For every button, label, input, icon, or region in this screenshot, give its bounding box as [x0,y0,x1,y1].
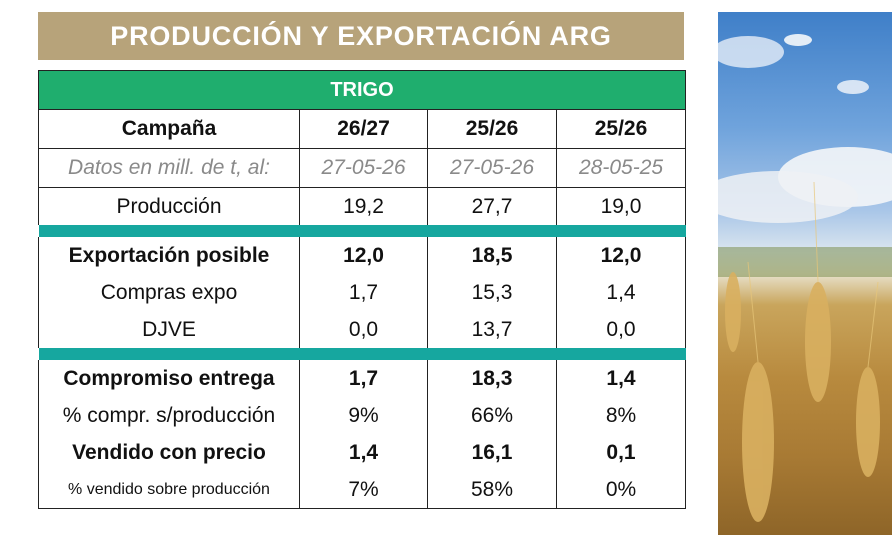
row-label: % compr. s/producción [38,397,300,434]
date-3: 28-05-25 [555,148,687,188]
dates-row: Datos en mill. de t, al: 27-05-26 27-05-… [38,148,687,188]
cell: 13,7 [427,311,557,348]
table-row: Exportación posible 12,0 18,5 12,0 [38,237,687,274]
cell: 1,7 [299,274,428,311]
date-2: 27-05-26 [427,148,557,188]
cell: 19,0 [555,187,687,225]
cell: 8% [555,397,687,434]
cell: 19,2 [299,187,428,225]
wheat-field-photo [718,12,892,535]
cell: 15,3 [427,274,557,311]
table-row: Compromiso entrega 1,7 18,3 1,4 [38,360,687,397]
cell: 16,1 [427,434,557,471]
header-row: Campaña 26/27 25/26 25/26 [38,109,687,149]
cell: 58% [427,471,557,509]
header-label: Campaña [38,109,300,149]
cell: 0,0 [299,311,428,348]
wheat-table: TRIGO Campaña 26/27 25/26 25/26 Datos en… [37,70,687,509]
table-row: Producción 19,2 27,7 19,0 [38,187,687,225]
cell: 1,7 [299,360,428,397]
cell: 12,0 [555,237,687,274]
row-label: DJVE [38,311,300,348]
row-label: Compromiso entrega [38,360,300,397]
cell: 7% [299,471,428,509]
table-row: % compr. s/producción 9% 66% 8% [38,397,687,434]
page-title: PRODUCCIÓN Y EXPORTACIÓN ARG [38,12,684,60]
cell: 9% [299,397,428,434]
cell: 0,1 [555,434,687,471]
table-row: Vendido con precio 1,4 16,1 0,1 [38,434,687,471]
header-campaign-1: 26/27 [299,109,428,149]
row-label: Vendido con precio [38,434,300,471]
dates-label: Datos en mill. de t, al: [38,148,300,188]
table-row: Compras expo 1,7 15,3 1,4 [38,274,687,311]
cell: 1,4 [555,274,687,311]
row-label: Producción [38,187,300,225]
cell: 18,5 [427,237,557,274]
cell: 18,3 [427,360,557,397]
header-campaign-3: 25/26 [555,109,687,149]
row-label: Exportación posible [38,237,300,274]
table-row: % vendido sobre producción 7% 58% 0% [38,471,687,509]
cell: 0% [555,471,687,509]
separator-bar [38,348,686,360]
cell: 1,4 [555,360,687,397]
date-1: 27-05-26 [299,148,428,188]
separator-bar [38,225,686,237]
section-header: TRIGO [37,70,687,110]
cell: 1,4 [299,434,428,471]
cell: 66% [427,397,557,434]
cell: 27,7 [427,187,557,225]
cell: 12,0 [299,237,428,274]
header-campaign-2: 25/26 [427,109,557,149]
table-row: DJVE 0,0 13,7 0,0 [38,311,687,348]
row-label: Compras expo [38,274,300,311]
cell: 0,0 [555,311,687,348]
row-label: % vendido sobre producción [38,471,300,509]
